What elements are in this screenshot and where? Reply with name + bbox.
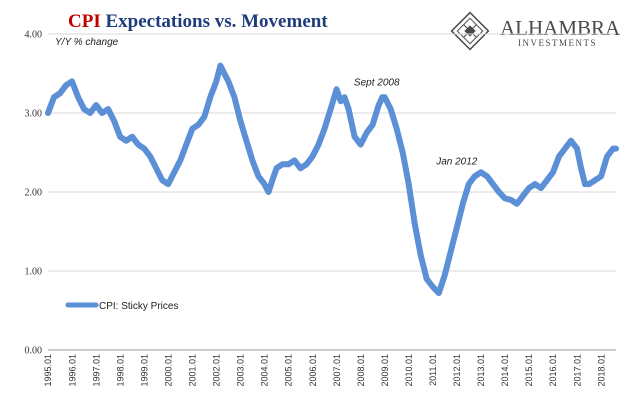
legend-label: CPI: Sticky Prices bbox=[99, 301, 178, 312]
legend: CPI: Sticky Prices bbox=[65, 301, 178, 312]
y-axis-label: Y/Y % change bbox=[55, 37, 119, 48]
x-tick-label: 2013.01 bbox=[476, 354, 486, 387]
x-tick-label: 2018.01 bbox=[596, 354, 606, 387]
x-tick-label: 2004.01 bbox=[260, 354, 270, 387]
x-tick-label: 1998.01 bbox=[115, 354, 125, 387]
y-tick-label: 0.00 bbox=[25, 346, 43, 357]
annotations: Sept 2008 Jan 2012 bbox=[354, 77, 478, 167]
gridlines bbox=[48, 33, 616, 272]
x-tick-label: 1997.01 bbox=[91, 354, 101, 387]
x-tick-label: 2007.01 bbox=[332, 354, 342, 387]
x-tick-label: 2001.01 bbox=[188, 354, 198, 387]
x-axis-ticks: 1995.01 1996.01 1997.01 1998.01 1999.01 2000.… bbox=[43, 354, 606, 387]
x-tick-label: 2010.01 bbox=[404, 354, 414, 387]
chart-title-rest: Expectations vs. Movement bbox=[101, 11, 329, 32]
x-tick-label: 1996.01 bbox=[67, 354, 77, 387]
x-tick-label: 2006.01 bbox=[308, 354, 318, 387]
x-tick-label: 2014.01 bbox=[500, 354, 510, 387]
y-tick-label: 4.00 bbox=[25, 30, 43, 41]
x-tick-label: 2003.01 bbox=[236, 354, 246, 387]
annotation: Jan 2012 bbox=[435, 156, 478, 167]
y-tick-label: 1.00 bbox=[25, 267, 43, 278]
x-tick-label: 2005.01 bbox=[284, 354, 294, 387]
logo-name: ALHAMBRA bbox=[500, 16, 621, 40]
logo-subtitle: INVESTMENTS bbox=[518, 38, 597, 48]
y-axis-ticks: 0.00 1.00 2.00 3.00 4.00 bbox=[25, 30, 43, 357]
chart-title: CPI Expectations vs. Movement bbox=[68, 11, 328, 32]
x-tick-label: 2016.01 bbox=[548, 354, 558, 387]
x-tick-label: 2017.01 bbox=[572, 354, 582, 387]
y-tick-label: 3.00 bbox=[25, 109, 43, 120]
annotation: Sept 2008 bbox=[354, 77, 400, 88]
x-tick-label: 2002.01 bbox=[212, 354, 222, 387]
x-tick-label: 2008.01 bbox=[356, 354, 366, 387]
x-tick-label: 2012.01 bbox=[452, 354, 462, 387]
y-tick-label: 2.00 bbox=[25, 188, 43, 199]
series-line-cpi-sticky-prices bbox=[45, 62, 619, 297]
x-tick-label: 2000.01 bbox=[163, 354, 173, 387]
x-tick-label: 1995.01 bbox=[43, 354, 53, 387]
x-tick-label: 2015.01 bbox=[524, 354, 534, 387]
x-tick-label: 2011.01 bbox=[428, 354, 438, 386]
x-tick-label: 2009.01 bbox=[380, 354, 390, 387]
logo-diamond-icon bbox=[450, 11, 490, 51]
x-tick-label: 1999.01 bbox=[139, 354, 149, 387]
alhambra-logo: ALHAMBRA INVESTMENTS bbox=[450, 11, 621, 51]
chart-title-highlight: CPI bbox=[68, 11, 101, 32]
